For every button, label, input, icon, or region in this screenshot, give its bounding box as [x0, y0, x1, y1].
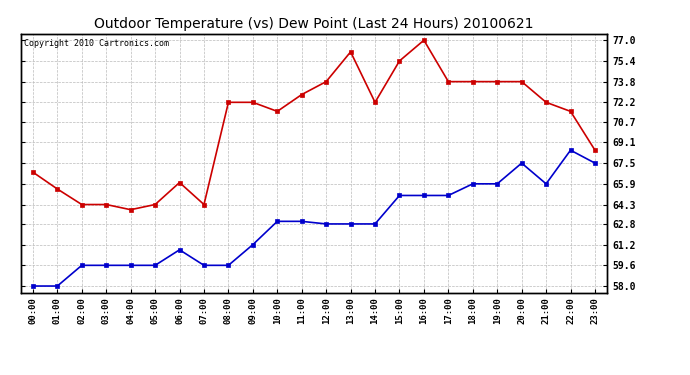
Title: Outdoor Temperature (vs) Dew Point (Last 24 Hours) 20100621: Outdoor Temperature (vs) Dew Point (Last… — [95, 17, 533, 31]
Text: Copyright 2010 Cartronics.com: Copyright 2010 Cartronics.com — [23, 39, 168, 48]
